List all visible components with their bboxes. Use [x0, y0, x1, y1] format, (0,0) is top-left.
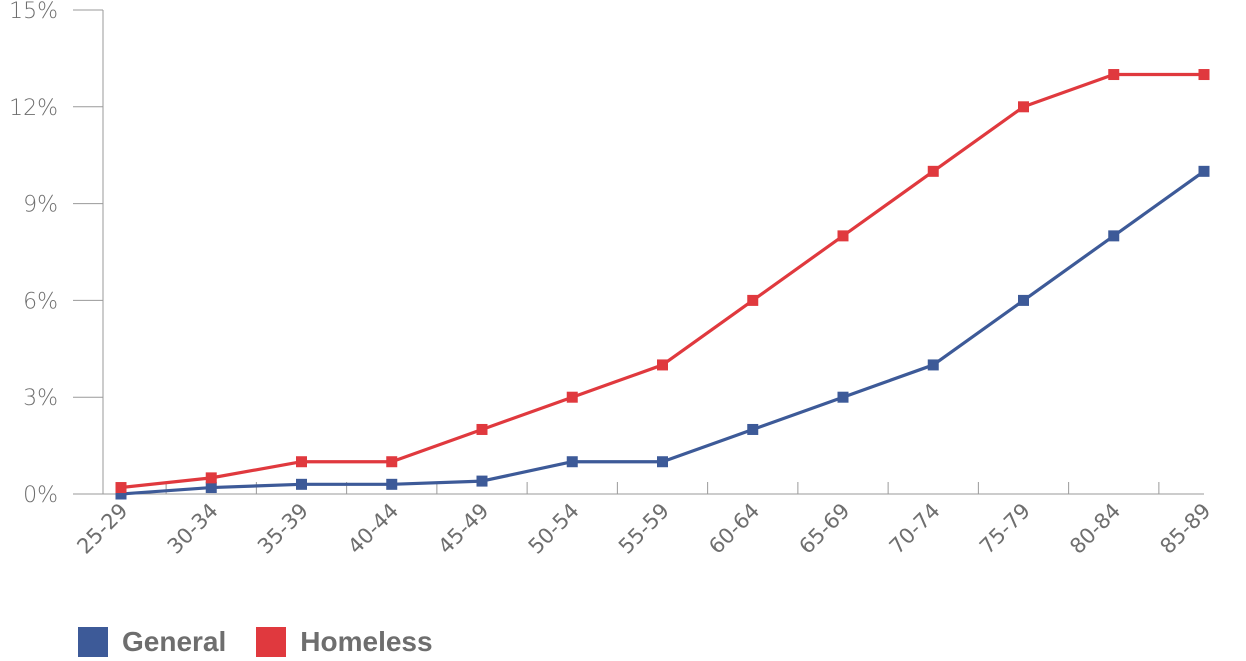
data-point[interactable]	[1018, 294, 1029, 306]
legend-label-general: General	[122, 626, 227, 657]
data-point[interactable]	[296, 478, 307, 490]
data-point[interactable]	[476, 423, 488, 435]
data-point[interactable]	[476, 475, 488, 487]
x-tick-label: 65-69	[794, 499, 854, 559]
x-tick-label: 30-34	[163, 499, 223, 559]
data-point[interactable]	[205, 482, 217, 494]
data-point[interactable]	[1108, 69, 1120, 81]
data-point[interactable]	[1198, 165, 1210, 177]
data-point[interactable]	[927, 165, 939, 177]
data-point[interactable]	[296, 456, 307, 468]
legend-item-general[interactable]: General	[78, 626, 226, 658]
y-tick-label: 6%	[23, 289, 58, 314]
x-tick-label: 85-89	[1155, 499, 1215, 559]
x-tick-label: 40-44	[343, 499, 403, 559]
legend-swatch-general	[78, 627, 108, 657]
data-point[interactable]	[1108, 230, 1120, 242]
data-point[interactable]	[747, 294, 759, 306]
data-point[interactable]	[205, 472, 217, 484]
y-tick-label: 9%	[23, 193, 58, 218]
legend-label-homeless: Homeless	[300, 626, 433, 657]
data-point[interactable]	[657, 359, 668, 371]
x-tick-label: 80-84	[1065, 499, 1125, 559]
data-point[interactable]	[927, 359, 939, 371]
y-tick-label: 15%	[9, 0, 58, 24]
x-tick-label: 75-79	[975, 499, 1035, 559]
series-group	[115, 69, 1210, 500]
data-point[interactable]	[386, 456, 398, 468]
legend-item-homeless[interactable]: Homeless	[256, 626, 433, 658]
data-point[interactable]	[386, 478, 398, 490]
series-general	[115, 165, 1210, 500]
data-point[interactable]	[1018, 101, 1029, 113]
x-tick-label: 60-64	[704, 499, 764, 559]
y-tick-label: 3%	[23, 386, 58, 411]
data-point[interactable]	[657, 456, 668, 468]
data-point[interactable]	[837, 230, 849, 242]
data-point[interactable]	[566, 456, 578, 468]
x-tick-label: 25-29	[72, 499, 132, 559]
chart-axes	[102, 10, 1204, 495]
data-point[interactable]	[1198, 69, 1210, 81]
y-axis-ticks: 0% 3% 6% 9% 12% 15%	[9, 0, 103, 508]
data-point[interactable]	[115, 482, 127, 494]
x-tick-label: 35-39	[253, 499, 313, 559]
series-line	[120, 170, 1205, 496]
data-point[interactable]	[837, 391, 849, 403]
legend-swatch-homeless	[256, 627, 287, 657]
data-point[interactable]	[747, 423, 759, 435]
y-tick-label: 0%	[23, 483, 58, 508]
x-tick-label: 50-54	[524, 499, 584, 559]
data-point[interactable]	[115, 488, 127, 500]
data-point[interactable]	[566, 391, 578, 403]
series-homeless	[115, 69, 1210, 494]
series-line	[120, 72, 1204, 490]
y-tick-label: 12%	[9, 96, 58, 121]
legend: General Homeless	[78, 626, 433, 658]
x-tick-label: 55-59	[614, 499, 674, 559]
x-tick-label: 45-49	[433, 499, 493, 559]
x-tick-label: 70-74	[885, 499, 945, 559]
